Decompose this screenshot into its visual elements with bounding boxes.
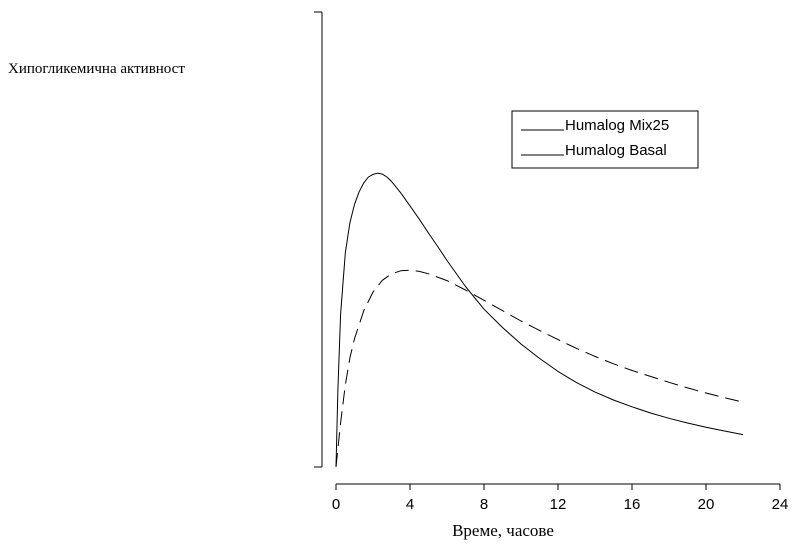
series-line-humalog-basal bbox=[335, 269, 744, 468]
x-tick-label-20: 20 bbox=[698, 496, 715, 513]
x-tick-label-16: 16 bbox=[624, 496, 641, 513]
legend-label-humalog-mix25: Humalog Mix25 bbox=[565, 117, 669, 134]
x-axis-label: Време, часове bbox=[452, 521, 554, 540]
series-group bbox=[335, 172, 744, 468]
x-tick-label-4: 4 bbox=[406, 496, 414, 513]
x-tick-label-24: 24 bbox=[772, 496, 789, 513]
legend-label-humalog-basal: Humalog Basal bbox=[565, 142, 667, 159]
x-tick-label-8: 8 bbox=[480, 496, 488, 513]
series-line-humalog-mix25 bbox=[335, 172, 744, 468]
x-ticks: 0 4 8 12 16 20 24 bbox=[332, 484, 789, 513]
y-axis-label: Хипогликемична активност bbox=[8, 61, 185, 77]
legend: Humalog Mix25 Humalog Basal bbox=[511, 110, 699, 169]
legend-box bbox=[511, 110, 699, 169]
x-tick-label-12: 12 bbox=[550, 496, 567, 513]
x-tick-label-0: 0 bbox=[332, 496, 340, 513]
